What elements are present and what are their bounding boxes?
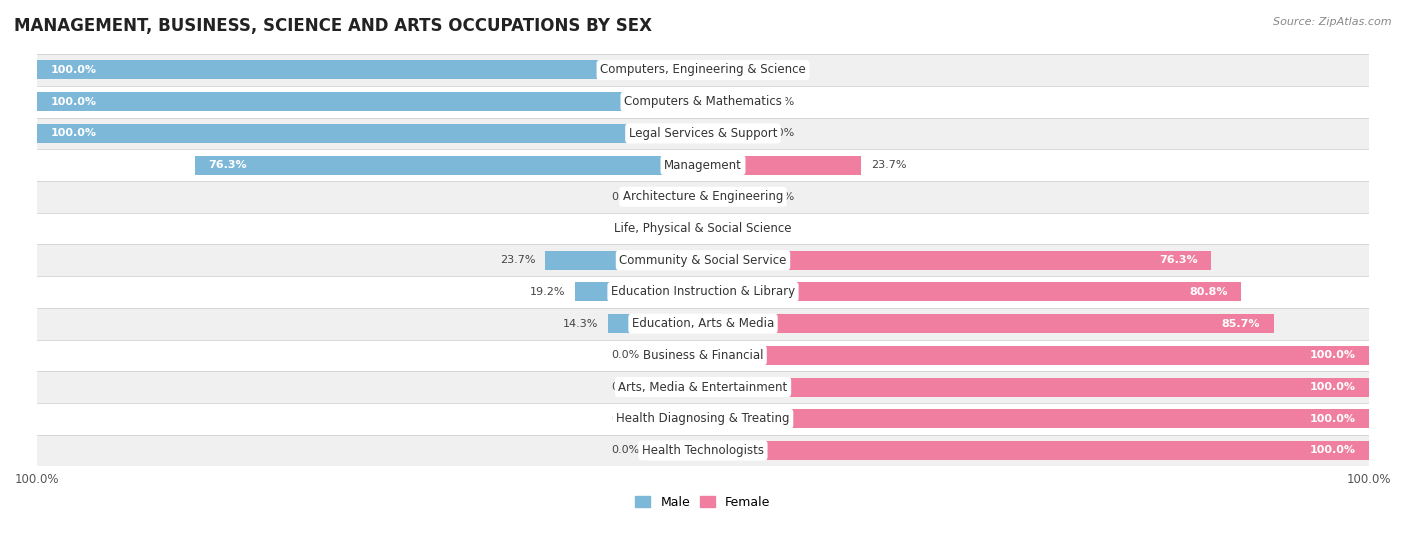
Text: 100.0%: 100.0% — [1309, 350, 1355, 361]
Text: Community & Social Service: Community & Social Service — [619, 254, 787, 267]
Text: 0.0%: 0.0% — [612, 192, 640, 202]
Bar — [650, 409, 703, 428]
Text: Education, Arts & Media: Education, Arts & Media — [631, 317, 775, 330]
Bar — [703, 124, 756, 143]
Bar — [575, 282, 703, 301]
Text: 0.0%: 0.0% — [612, 224, 640, 234]
Bar — [37, 371, 1369, 403]
Text: 76.3%: 76.3% — [1159, 255, 1198, 265]
Bar — [546, 251, 703, 270]
Text: 100.0%: 100.0% — [51, 97, 97, 107]
Text: Life, Physical & Social Science: Life, Physical & Social Science — [614, 222, 792, 235]
Text: Health Technologists: Health Technologists — [643, 444, 763, 457]
Bar — [703, 377, 1369, 396]
Bar — [37, 86, 1369, 117]
Bar — [37, 339, 1369, 371]
Bar — [650, 346, 703, 365]
Text: 100.0%: 100.0% — [51, 65, 97, 75]
Bar — [703, 251, 1211, 270]
Bar — [37, 124, 703, 143]
Text: Management: Management — [664, 159, 742, 172]
Text: 0.0%: 0.0% — [766, 129, 794, 139]
Bar — [650, 219, 703, 238]
Bar — [37, 403, 1369, 435]
Bar — [37, 276, 1369, 308]
Text: Legal Services & Support: Legal Services & Support — [628, 127, 778, 140]
Text: 0.0%: 0.0% — [766, 192, 794, 202]
Text: Architecture & Engineering: Architecture & Engineering — [623, 190, 783, 203]
Bar — [703, 346, 1369, 365]
Bar — [37, 244, 1369, 276]
Text: 23.7%: 23.7% — [870, 160, 907, 170]
Text: 0.0%: 0.0% — [612, 414, 640, 424]
Bar — [37, 54, 1369, 86]
Text: Education Instruction & Library: Education Instruction & Library — [612, 286, 794, 299]
Bar — [703, 92, 756, 111]
Text: 0.0%: 0.0% — [766, 97, 794, 107]
Text: MANAGEMENT, BUSINESS, SCIENCE AND ARTS OCCUPATIONS BY SEX: MANAGEMENT, BUSINESS, SCIENCE AND ARTS O… — [14, 17, 652, 35]
Text: 100.0%: 100.0% — [1309, 446, 1355, 456]
Bar — [37, 60, 703, 79]
Text: 0.0%: 0.0% — [766, 224, 794, 234]
Bar — [703, 282, 1241, 301]
Text: 0.0%: 0.0% — [612, 350, 640, 361]
Bar — [650, 441, 703, 460]
Bar — [37, 92, 703, 111]
Bar — [703, 441, 1369, 460]
Text: 100.0%: 100.0% — [1309, 382, 1355, 392]
Bar — [37, 117, 1369, 149]
Bar — [703, 187, 756, 206]
Text: 100.0%: 100.0% — [1309, 414, 1355, 424]
Bar — [650, 187, 703, 206]
Text: 0.0%: 0.0% — [612, 446, 640, 456]
Bar — [703, 409, 1369, 428]
Text: Business & Financial: Business & Financial — [643, 349, 763, 362]
Bar — [703, 60, 756, 79]
Bar — [703, 155, 860, 174]
Text: 0.0%: 0.0% — [766, 65, 794, 75]
Text: 0.0%: 0.0% — [612, 382, 640, 392]
Text: 100.0%: 100.0% — [51, 129, 97, 139]
Bar — [703, 219, 756, 238]
Text: Source: ZipAtlas.com: Source: ZipAtlas.com — [1274, 17, 1392, 27]
Text: 80.8%: 80.8% — [1189, 287, 1227, 297]
Text: 76.3%: 76.3% — [208, 160, 247, 170]
Bar — [37, 212, 1369, 244]
Bar — [37, 435, 1369, 466]
Text: 14.3%: 14.3% — [562, 319, 598, 329]
Text: Health Diagnosing & Treating: Health Diagnosing & Treating — [616, 413, 790, 425]
Bar — [650, 377, 703, 396]
Bar — [37, 181, 1369, 212]
Text: 85.7%: 85.7% — [1222, 319, 1260, 329]
Text: 19.2%: 19.2% — [530, 287, 565, 297]
Bar — [37, 308, 1369, 339]
Bar — [607, 314, 703, 333]
Bar — [703, 314, 1274, 333]
Bar — [37, 149, 1369, 181]
Text: Arts, Media & Entertainment: Arts, Media & Entertainment — [619, 381, 787, 394]
Bar — [195, 155, 703, 174]
Text: Computers & Mathematics: Computers & Mathematics — [624, 95, 782, 108]
Legend: Male, Female: Male, Female — [630, 491, 776, 514]
Text: 23.7%: 23.7% — [499, 255, 536, 265]
Text: Computers, Engineering & Science: Computers, Engineering & Science — [600, 64, 806, 77]
